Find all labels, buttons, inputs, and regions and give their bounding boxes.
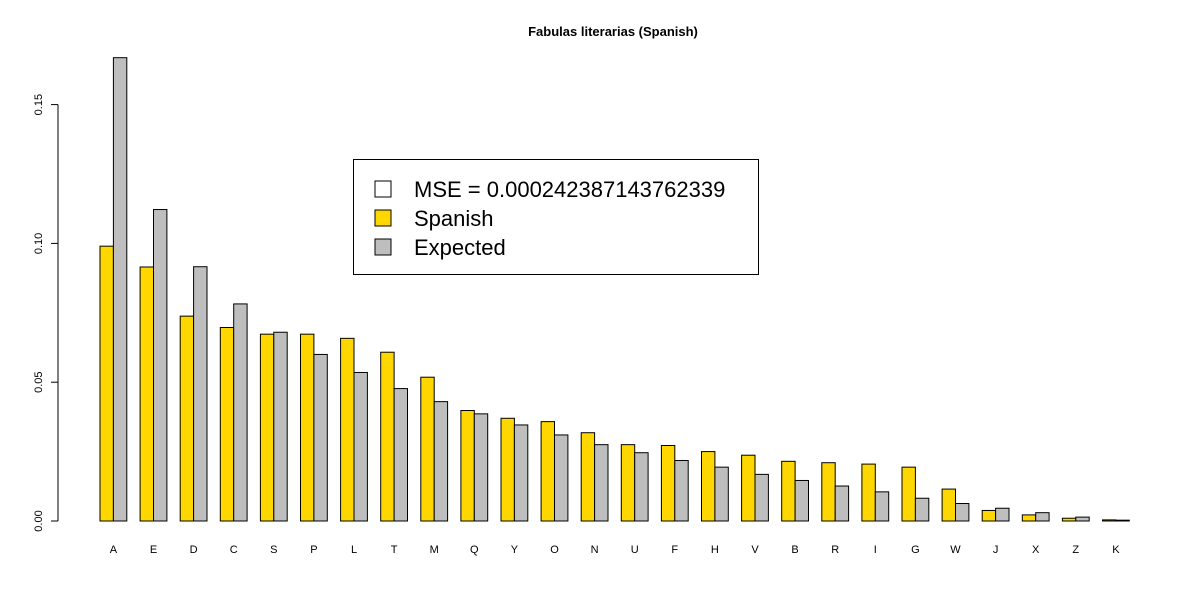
bar-expected-u [634, 452, 649, 522]
bar-spanish-g [901, 466, 916, 522]
bar-spanish-h [701, 451, 716, 522]
bar-spanish-r [821, 462, 836, 522]
y-tick-label: 0.00 [33, 510, 45, 531]
bar-spanish-j [981, 509, 997, 522]
x-tick-label-z: Z [1072, 544, 1079, 556]
bar-expected-m [433, 401, 449, 522]
bar-expected-i [874, 491, 890, 522]
bar-expected-f [674, 459, 689, 522]
legend: MSE = 0.000242387143762339 Spanish Expecte… [353, 159, 759, 275]
x-tick-label-y: Y [511, 544, 519, 556]
legend-label: Expected [414, 235, 506, 260]
bar-spanish-d [179, 315, 195, 522]
y-tick-label: 0.05 [33, 371, 45, 392]
bar-expected-t [393, 388, 409, 522]
x-tick-label-c: C [230, 544, 238, 556]
bar-expected-p [313, 353, 328, 522]
x-tick-label-j: J [993, 544, 999, 556]
bar-spanish-k [1102, 519, 1117, 522]
x-tick-label-r: R [831, 544, 839, 556]
legend-swatch [374, 180, 392, 198]
bar-expected-l [353, 371, 368, 522]
bar-expected-y [513, 424, 529, 522]
x-tick-label-f: F [671, 544, 678, 556]
x-tick-label-p: P [310, 544, 317, 556]
x-tick-label-s: S [270, 544, 277, 556]
bar-expected-n [594, 444, 609, 522]
x-tick-label-n: N [591, 544, 599, 556]
bar-spanish-n [580, 432, 596, 522]
x-tick-label-l: L [351, 544, 357, 556]
bar-spanish-z [1061, 517, 1077, 522]
bar-expected-b [794, 479, 809, 522]
bar-spanish-y [500, 417, 515, 522]
x-tick-label-d: D [190, 544, 198, 556]
bar-expected-o [554, 434, 569, 522]
bar-expected-k [1115, 519, 1130, 522]
bar-spanish-w [941, 488, 956, 522]
bar-spanish-c [219, 327, 235, 522]
bar-expected-c [233, 303, 248, 522]
y-axis: 0.00 0.05 0.10 0.15 [33, 94, 59, 532]
legend-swatch [374, 238, 392, 256]
bar-spanish-q [460, 410, 475, 522]
x-tick-label-u: U [631, 544, 639, 556]
bar-spanish-m [420, 376, 435, 522]
x-tick-label-i: I [874, 544, 877, 556]
x-tick-label-k: K [1112, 544, 1120, 556]
bar-expected-w [955, 503, 970, 522]
x-tick-label-o: O [550, 544, 559, 556]
x-tick-label-m: M [430, 544, 439, 556]
bar-spanish-b [781, 460, 796, 522]
bar-spanish-f [660, 444, 676, 522]
x-tick-label-b: B [791, 544, 798, 556]
bar-spanish-i [861, 463, 876, 522]
bar-expected-z [1075, 516, 1090, 522]
x-tick-label-x: X [1032, 544, 1040, 556]
bar-spanish-t [380, 351, 395, 522]
bar-spanish-v [741, 454, 756, 522]
legend-box [353, 159, 759, 275]
bar-spanish-e [139, 266, 155, 522]
x-tick-label-t: T [391, 544, 398, 556]
y-tick-label: 0.15 [33, 94, 45, 115]
bar-expected-h [714, 466, 729, 522]
bar-expected-v [754, 473, 769, 522]
bar-expected-d [193, 266, 208, 522]
bar-spanish-l [340, 337, 355, 522]
bar-spanish-u [620, 444, 636, 522]
bar-expected-r [834, 485, 850, 522]
bar-spanish-s [259, 333, 275, 522]
bar-expected-x [1035, 512, 1050, 522]
legend-label: MSE = 0.000242387143762339 [414, 177, 725, 202]
x-tick-label-q: Q [470, 544, 479, 556]
bar-spanish-p [300, 333, 315, 522]
x-tick-label-h: H [711, 544, 719, 556]
bar-expected-a [112, 57, 128, 522]
bar-spanish-x [1021, 514, 1037, 522]
x-tick-label-a: A [110, 544, 118, 556]
x-tick-label-v: V [751, 544, 759, 556]
chart-title: Fabulas literarias (Spanish) [528, 24, 698, 39]
bar-spanish-a [99, 245, 114, 522]
legend-swatch [374, 209, 392, 227]
legend-label: Spanish [414, 206, 494, 231]
bar-expected-j [995, 507, 1010, 522]
bar-expected-g [914, 497, 930, 522]
y-tick-label: 0.10 [33, 233, 45, 254]
bar-expected-q [473, 413, 489, 522]
bar-expected-s [273, 331, 288, 522]
bar-expected-e [153, 209, 168, 522]
x-tick-label-w: W [950, 544, 961, 556]
bar-spanish-o [540, 421, 555, 522]
x-tick-label-g: G [911, 544, 920, 556]
x-tick-label-e: E [150, 544, 157, 556]
bars [99, 57, 1130, 522]
